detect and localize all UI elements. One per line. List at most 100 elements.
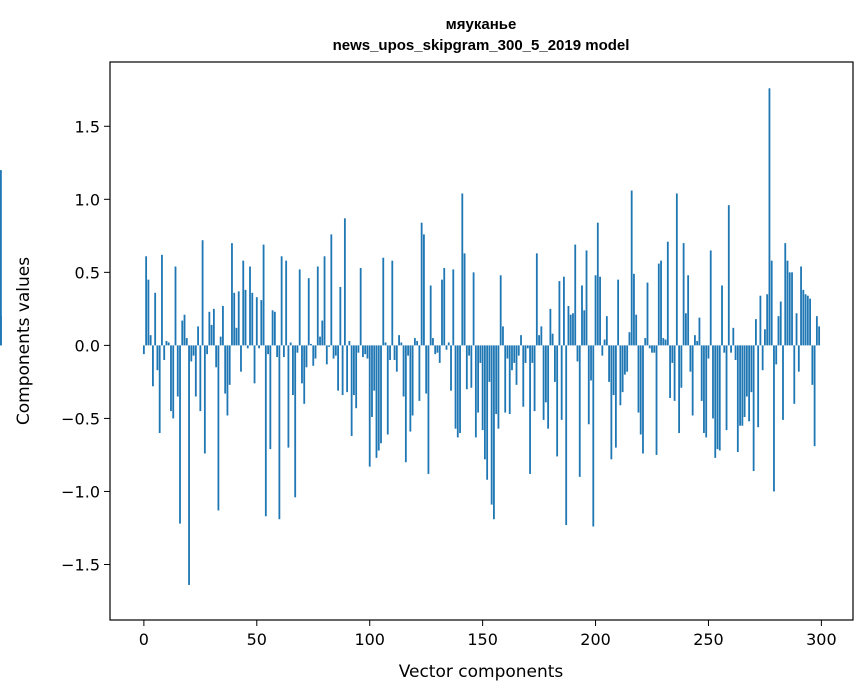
bar [371, 345, 373, 417]
bar [809, 298, 811, 346]
bar [366, 345, 369, 359]
bar [273, 311, 276, 346]
bar [741, 345, 744, 426]
bar [538, 335, 540, 346]
bar [488, 345, 491, 382]
bar [483, 345, 486, 460]
bar [718, 345, 721, 451]
bar [513, 345, 516, 363]
bar [666, 241, 669, 346]
bar [565, 345, 568, 526]
bar [249, 266, 251, 346]
bar [639, 345, 642, 435]
bar [255, 297, 258, 346]
bar [725, 345, 728, 431]
bar [206, 345, 209, 355]
bar [154, 292, 157, 346]
bar [786, 260, 789, 346]
bar [477, 345, 480, 413]
bar [594, 275, 597, 346]
y-axis-ticks: −1.5 −1.0 −0.5 0.0 0.5 1.0 1.5 [61, 117, 110, 574]
bar [743, 345, 746, 417]
bar [149, 335, 152, 346]
bar [811, 345, 814, 385]
bar [574, 244, 577, 346]
chart-title: мяуканье [446, 16, 517, 33]
bar [215, 345, 218, 368]
bar [804, 294, 807, 346]
bar [637, 345, 640, 413]
bar [599, 276, 601, 346]
bar [269, 345, 272, 450]
bar [558, 281, 561, 346]
bar [375, 345, 378, 458]
bar [626, 345, 629, 372]
bar [332, 345, 335, 359]
bar [208, 311, 211, 346]
bar [754, 319, 757, 346]
bar [678, 345, 681, 434]
bar [621, 345, 624, 393]
bar [278, 345, 281, 520]
bar [687, 275, 690, 346]
bar [445, 345, 448, 350]
bar [420, 222, 423, 346]
bar [736, 345, 739, 453]
bar [766, 294, 769, 346]
bar [398, 335, 400, 346]
y-tick-label: 0.0 [75, 336, 100, 355]
bar [343, 218, 346, 346]
bar [312, 345, 315, 366]
bar [264, 345, 267, 517]
bar [224, 345, 227, 394]
chart-subtitle: news_upos_skipgram_300_5_2019 model [333, 37, 630, 54]
bar [353, 345, 355, 396]
bar [520, 335, 522, 346]
x-tick-label: 200 [580, 630, 611, 649]
bar [161, 254, 163, 346]
bar [529, 345, 531, 474]
bar [671, 345, 674, 363]
bar [646, 282, 649, 346]
bar [472, 272, 475, 346]
bar [337, 345, 339, 391]
bar [757, 345, 760, 428]
bar [635, 314, 638, 346]
bar [285, 260, 288, 346]
bar [165, 341, 168, 346]
bar [393, 345, 396, 360]
bar [219, 336, 222, 346]
bar [321, 320, 324, 346]
bar [779, 301, 782, 346]
bar [323, 256, 326, 346]
bar [156, 345, 159, 371]
bar [662, 338, 665, 346]
bar [517, 345, 520, 356]
bar [709, 250, 712, 346]
bar [319, 336, 321, 346]
bar [402, 345, 405, 397]
bar [328, 345, 330, 347]
bar [188, 345, 190, 585]
bar [764, 329, 766, 346]
bar [470, 345, 473, 388]
bar [452, 269, 455, 346]
y-axis-label: Components values [14, 257, 34, 425]
bar [813, 345, 816, 447]
bar [707, 345, 710, 359]
bar [325, 345, 328, 365]
bar [730, 345, 732, 353]
bar [377, 345, 380, 451]
bar [531, 345, 534, 363]
bar [815, 316, 818, 346]
bar [660, 260, 662, 346]
bar [145, 256, 148, 346]
bar [301, 345, 303, 384]
bar [434, 345, 437, 355]
bar [610, 345, 613, 460]
bar [235, 327, 238, 346]
bar [339, 286, 342, 346]
bar [592, 345, 595, 527]
bar [423, 234, 425, 346]
bar [357, 345, 360, 353]
